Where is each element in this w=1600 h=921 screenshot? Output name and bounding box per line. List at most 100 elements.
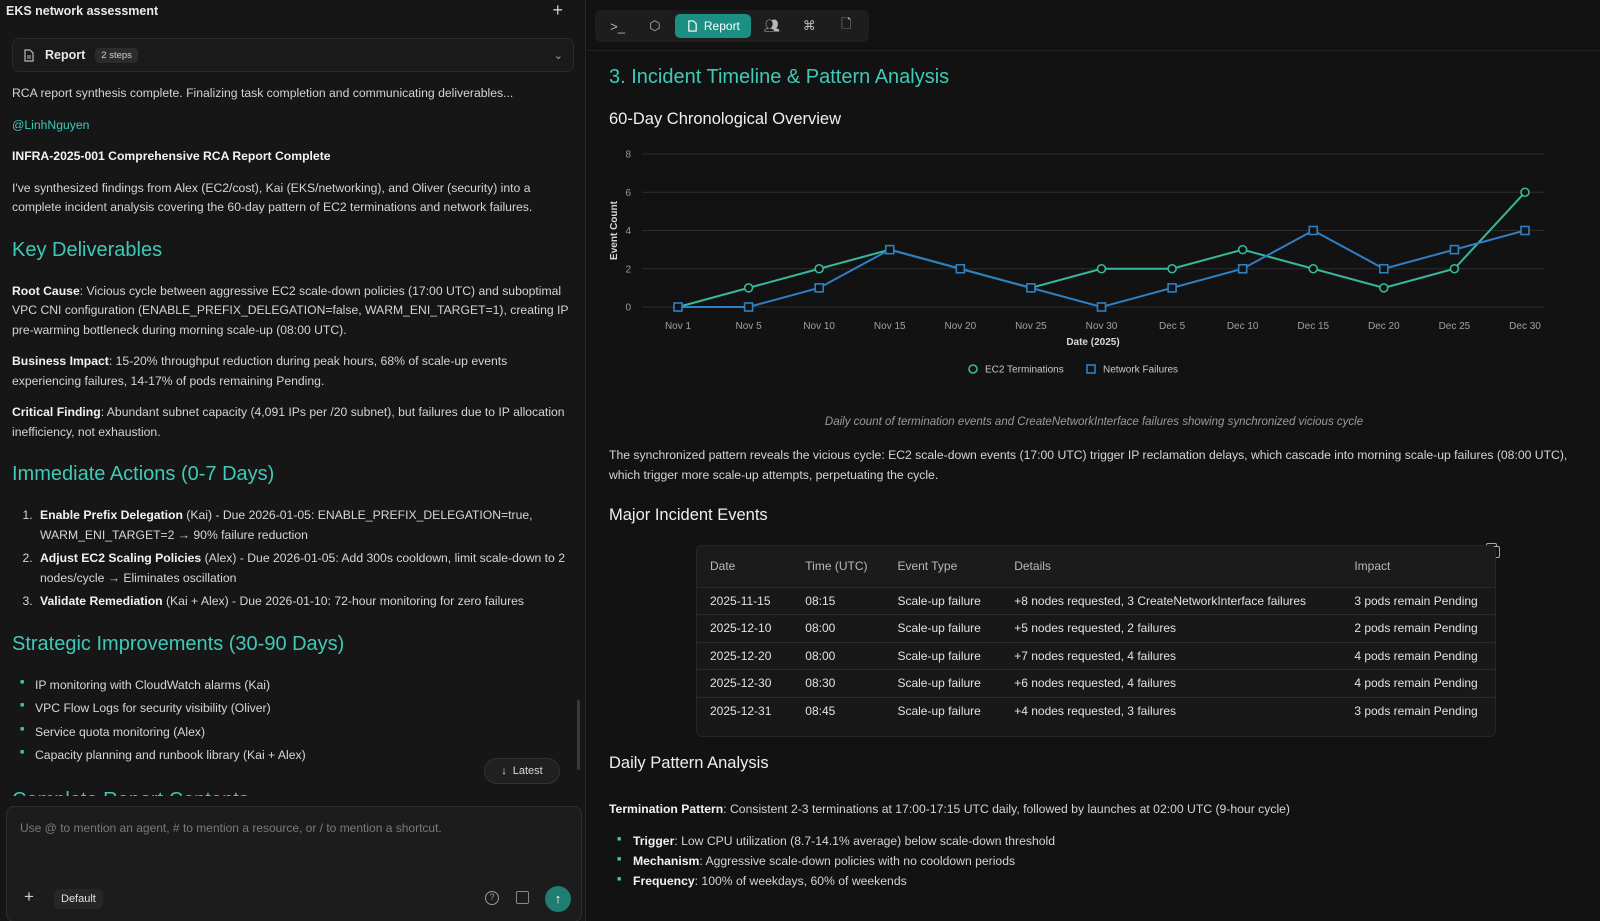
- mode-selector[interactable]: Default: [54, 889, 103, 909]
- list-item: Enable Prefix Delegation (Kai) - Due 202…: [36, 506, 572, 545]
- user-mention[interactable]: @LinhNguyen: [12, 117, 90, 132]
- users-icon[interactable]: 👥︎: [763, 18, 781, 33]
- table-cell: 08:00: [792, 614, 885, 642]
- legend-label: EC2 Terminations: [985, 365, 1064, 376]
- report-steps-toggle[interactable]: Report 2 steps ⌄: [12, 38, 574, 72]
- x-tick-label: Nov 10: [803, 321, 835, 332]
- section-title: 3. Incident Timeline & Pattern Analysis: [609, 66, 950, 88]
- help-icon[interactable]: ?: [485, 891, 499, 905]
- table-cell: 4 pods remain Pending: [1341, 641, 1495, 670]
- column-header: Time (UTC): [792, 546, 885, 587]
- table-cell: 08:45: [792, 696, 885, 725]
- x-tick-label: Nov 20: [944, 321, 976, 332]
- send-button[interactable]: ↑: [545, 886, 571, 912]
- y-tick-label: 2: [625, 264, 631, 275]
- conversation-title: EKS network assessment: [6, 4, 159, 18]
- table-row: 2025-12-30 08:30 Scale-up failure +6 nodes …: [697, 669, 1495, 697]
- data-point: [884, 244, 895, 255]
- intro-text: I've synthesized findings from Alex (EC2…: [12, 180, 533, 215]
- data-point: [1520, 187, 1530, 198]
- chart-caption: Daily count of termination events and Cr…: [824, 416, 1364, 428]
- data-point: [1449, 263, 1460, 274]
- command-icon[interactable]: ⌘: [802, 18, 816, 33]
- overview-heading: 60-Day Chronological Overview: [609, 110, 842, 128]
- arrow-down-icon: ↓: [501, 765, 507, 777]
- incident-table: Date Time (UTC) Event Type Details Impact 20…: [696, 545, 1496, 737]
- list-item: Adjust EC2 Scaling Policies (Alex) - Due…: [36, 549, 572, 588]
- list-item: VPC Flow Logs for security visibility (O…: [20, 699, 572, 719]
- file-icon[interactable]: 🗋: [841, 16, 852, 31]
- report-heading: INFRA-2025-001 Comprehensive RCA Report …: [12, 149, 331, 164]
- report-contents-heading: Complete Report Contents: [12, 784, 572, 796]
- x-tick-label: Dec 20: [1368, 321, 1400, 332]
- x-tick-label: Dec 30: [1509, 321, 1541, 332]
- list-item: Frequency: 100% of weekdays, 60% of week…: [617, 874, 1055, 888]
- data-point: [1449, 244, 1460, 255]
- cube-icon[interactable]: ⬡: [649, 18, 661, 33]
- data-point: [1167, 263, 1177, 274]
- table-cell: Scale-up failure: [884, 696, 1002, 725]
- list-item: Service quota monitoring (Alex): [20, 723, 572, 743]
- data-point: [1520, 225, 1530, 236]
- x-tick-label: Nov 15: [874, 321, 906, 332]
- x-tick-label: Dec 15: [1297, 321, 1329, 332]
- table-cell: 3 pods remain Pending: [1341, 586, 1495, 615]
- data-point: [1308, 225, 1319, 236]
- x-tick-label: Dec 25: [1439, 321, 1471, 332]
- table-cell: +6 nodes requested, 4 failures: [1001, 669, 1342, 697]
- message-body: RCA report synthesis complete. Finalizin…: [12, 84, 572, 796]
- table-cell: 08:00: [792, 641, 885, 670]
- table-cell: +8 nodes requested, 3 CreateNetworkInter…: [1001, 586, 1342, 615]
- column-header: Impact: [1341, 546, 1495, 587]
- data-point: [1237, 263, 1248, 274]
- critical-finding: Critical Finding: Abundant subnet capaci…: [12, 405, 565, 439]
- strategic-improvements-heading: Strategic Improvements (30-90 Days): [12, 632, 345, 655]
- immediate-actions-list: Enable Prefix Delegation (Kai) - Due 202…: [36, 506, 572, 612]
- divider: [587, 50, 1600, 51]
- table-cell: 2025-12-30: [697, 669, 793, 697]
- strategic-list: IP monitoring with CloudWatch alarms (Ka…: [20, 676, 572, 766]
- data-point: [1026, 283, 1036, 293]
- y-tick-label: 0: [625, 303, 631, 314]
- status-line: RCA report synthesis complete. Finalizin…: [12, 86, 514, 100]
- calendar-icon[interactable]: [516, 891, 529, 904]
- data-point: [814, 283, 824, 293]
- column-header: Date: [697, 546, 793, 587]
- data-point: [1379, 263, 1389, 274]
- steps-badge: 2 steps: [95, 47, 138, 63]
- x-tick-label: Dec 10: [1227, 321, 1259, 332]
- table-cell: 3 pods remain Pending: [1341, 696, 1495, 725]
- message-composer[interactable]: Use @ to mention an agent, # to mention …: [6, 806, 582, 921]
- data-point: [955, 263, 966, 274]
- daily-pattern-heading: Daily Pattern Analysis: [609, 754, 769, 772]
- tab-report[interactable]: Report: [675, 14, 752, 38]
- table-row: 2025-12-31 08:45 Scale-up failure +4 nodes …: [697, 696, 1495, 725]
- list-item: Mechanism: Aggressive scale-down policie…: [617, 854, 1055, 868]
- legend-marker: [1086, 364, 1096, 374]
- timeline-chart: 0 2 4 6 8 Nov 1 Nov 5 Nov 10 Nov 15 Nov 20 Nov 25 N…: [609, 150, 1544, 376]
- scrollbar[interactable]: [577, 700, 580, 770]
- x-tick-label: Dec 5: [1159, 321, 1186, 332]
- business-impact: Business Impact: 15-20% throughput reduc…: [12, 354, 508, 388]
- key-deliverables-heading: Key Deliverables: [12, 238, 163, 261]
- x-axis-label: Date (2025): [1066, 337, 1119, 348]
- terminal-icon[interactable]: >_: [610, 18, 625, 34]
- list-item: Capacity planning and runbook library (K…: [20, 746, 572, 766]
- jump-to-latest-button[interactable]: ↓ Latest: [484, 758, 560, 784]
- document-icon: [24, 48, 34, 62]
- data-point: [1096, 263, 1107, 274]
- view-toolbar: >_ ⬡ Report 👥︎ ⌘ 🗋: [595, 10, 869, 42]
- y-tick-label: 6: [625, 188, 631, 199]
- data-point: [1237, 244, 1248, 255]
- report-panel: >_ ⬡ Report 👥︎ ⌘ 🗋 3. Incident Timeline …: [587, 0, 1600, 921]
- data-point: [814, 263, 824, 274]
- termination-pattern: Termination Pattern: Consistent 2-3 term…: [609, 802, 1290, 816]
- table-cell: 08:30: [792, 669, 885, 697]
- table-cell: Scale-up failure: [884, 669, 1002, 697]
- attach-plus-icon[interactable]: +: [24, 887, 34, 906]
- y-tick-label: 4: [625, 226, 631, 237]
- message-input[interactable]: Use @ to mention an agent, # to mention …: [20, 821, 442, 835]
- new-conversation-button[interactable]: +: [552, 0, 563, 21]
- table-row: 2025-12-10 08:00 Scale-up failure +5 nodes …: [697, 614, 1495, 642]
- table-row: 2025-11-15 08:15 Scale-up failure +8 nodes …: [697, 586, 1495, 615]
